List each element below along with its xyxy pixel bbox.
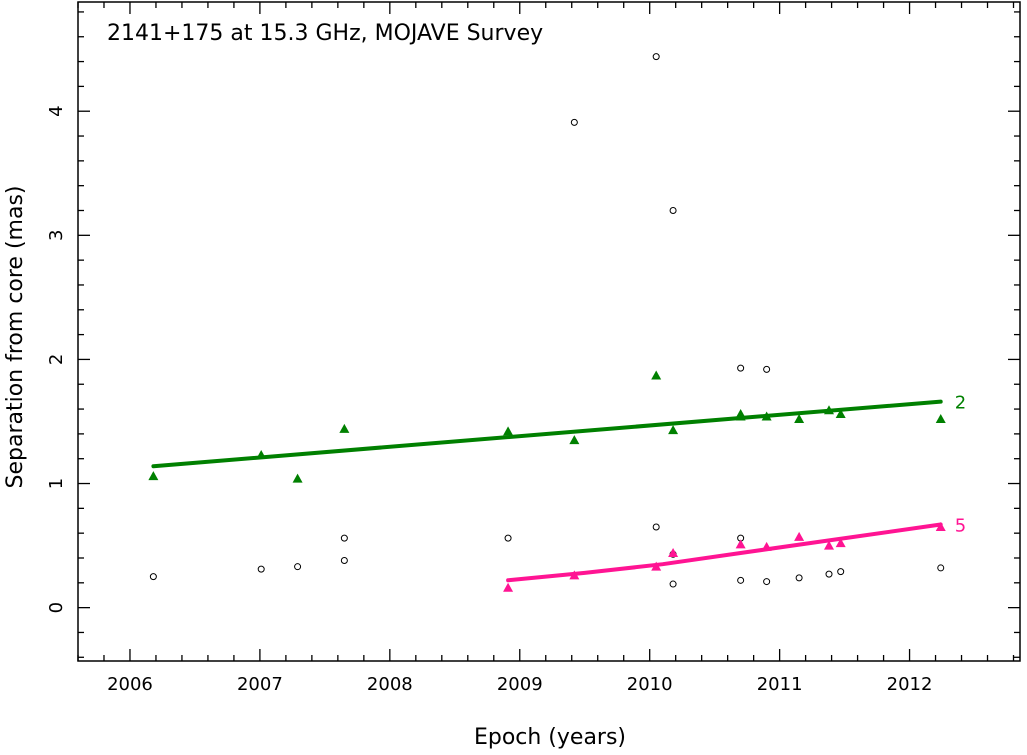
component-point [257,565,265,573]
component-point [504,534,512,542]
component-point [763,365,771,373]
x-axis-label: Epoch (years) [474,725,626,750]
component-2-point [735,411,746,421]
component-5-point [503,582,514,592]
component-5-point [569,570,580,580]
component-5-point [935,521,946,531]
component-point [669,206,677,214]
component-point [937,564,945,572]
component-2-point [256,449,267,459]
component-2-point [668,425,679,435]
component-2-point [835,409,846,419]
component-point [795,574,803,582]
component-5-point [824,540,835,550]
y-tick-label: 1 [46,478,67,489]
component-point [669,580,677,588]
series-label-5: 5 [955,515,966,536]
chart-marks [148,53,946,592]
component-point [737,576,745,584]
component-2-point [651,370,662,380]
component-point [149,573,157,581]
y-tick-label: 2 [46,354,67,365]
component-5-point [761,541,772,551]
chart-title: 2141+175 at 15.3 GHz, MOJAVE Survey [107,21,543,46]
y-tick-label: 0 [46,602,67,613]
y-tick-label: 3 [46,230,67,241]
component-5-point [735,539,746,549]
component-point [837,568,845,576]
component-2-point [794,413,805,423]
component-point [737,364,745,372]
component-2-point [292,473,303,483]
component-5-point [651,561,662,571]
component-2-point [339,423,350,433]
component-2-point [824,405,835,415]
y-axis-label: Separation from core (mas) [3,186,28,489]
series-label-2: 2 [955,393,966,414]
fit-line-component-5 [506,522,943,583]
x-tick-label: 2010 [627,674,673,695]
component-point [340,534,348,542]
component-2-point [503,426,514,436]
component-5-point [668,548,679,558]
component-5-point [835,538,846,548]
component-2-point [935,413,946,423]
x-tick-label: 2006 [107,674,153,695]
x-tick-label: 2012 [887,674,933,695]
component-2-point [761,411,772,421]
component-point [652,53,660,61]
component-2-point [569,435,580,445]
component-point [825,570,833,578]
component-2-point [148,471,159,481]
component-point [340,556,348,564]
y-tick-label: 4 [46,105,67,116]
plot-frame [77,1,1021,662]
component-point [763,578,771,586]
x-tick-label: 2008 [367,674,413,695]
x-tick-label: 2007 [237,674,283,695]
x-tick-label: 2009 [497,674,543,695]
component-5-point [794,531,805,541]
fit-line-component-2 [151,399,943,469]
component-point [294,563,302,571]
x-tick-label: 2011 [757,674,803,695]
axis-ticks [77,2,1020,661]
component-point [570,118,578,126]
component-point [652,523,660,531]
